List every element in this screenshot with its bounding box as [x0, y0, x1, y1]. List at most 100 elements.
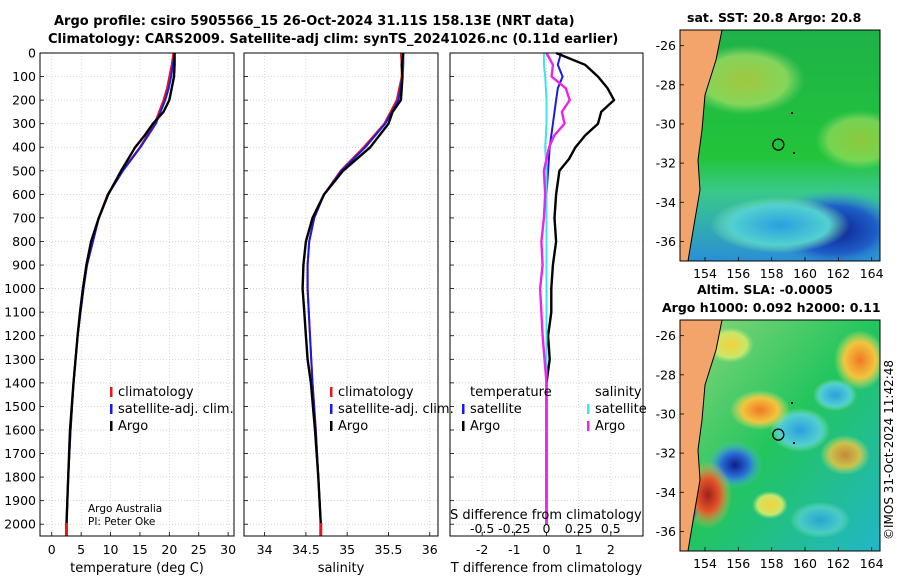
sst-land — [680, 30, 722, 261]
sla-map-subtitle: Argo h1000: 0.092 h2000: 0.11 — [662, 300, 881, 315]
map-y-tick-label: -26 — [656, 38, 676, 53]
salinity-panel: 34 34.5 35 35.5 36 salinity — [243, 52, 439, 576]
x-tick-label: 34.5 — [292, 542, 320, 557]
sla-low-eddy — [813, 379, 857, 411]
sst-float-dot — [791, 112, 793, 114]
x-tick-label: -2 — [476, 542, 488, 557]
legend-label: Argo — [118, 419, 148, 434]
x-tick-label: 20 — [161, 542, 177, 557]
map-x-tick-label: 164 — [860, 556, 884, 571]
credit-line-1: Argo Australia — [88, 503, 162, 515]
y-tick-label: 0 — [28, 46, 36, 61]
x-tick-label: 10 — [103, 542, 119, 557]
map-y-tick-label: -34 — [656, 195, 676, 210]
sla-map-ticks: 154 156 158 160 162 164 -26 -28 -30 -32 -34 -36 — [656, 328, 884, 571]
legend-label: Argo — [338, 419, 368, 434]
legend-label: satellite-adj. clim. — [338, 402, 454, 417]
map-y-tick-label: -36 — [656, 234, 676, 249]
map-x-tick-label: 160 — [793, 266, 817, 281]
map-x-tick-label: 154 — [693, 556, 717, 571]
x-tick-label: 25 — [191, 542, 207, 557]
map-y-tick-label: -30 — [656, 116, 676, 131]
temperature-legend: climatology satellite-adj. clim. Argo — [110, 385, 234, 434]
s-difference-label: S difference from climatology — [450, 508, 642, 523]
sst-map: 154 156 158 160 162 164 -26 -28 -30 -32 -34 -36 — [656, 29, 884, 281]
sla-high-eddy — [730, 390, 790, 430]
sla-high-eddy — [820, 435, 870, 475]
x-tick-label: 5 — [77, 542, 85, 557]
y-tick-label: 1100 — [4, 305, 36, 320]
map-x-tick-label: 156 — [726, 266, 750, 281]
map-x-tick-label: 158 — [760, 556, 784, 571]
sst-argo-marker — [772, 138, 785, 151]
map-x-tick-label: 162 — [826, 266, 850, 281]
plot-area — [244, 53, 438, 536]
legend-label: Argo — [595, 419, 625, 434]
x-axis-label: T difference from climatology — [450, 561, 643, 576]
plot-area — [40, 53, 234, 536]
y-tick-label: 800 — [12, 234, 36, 249]
sst-coastline — [687, 30, 723, 261]
y-tick-label: 1300 — [4, 352, 36, 367]
map-x-tick-label: 160 — [793, 556, 817, 571]
legend-header-temperature: temperature — [470, 385, 552, 400]
map-y-tick-label: -28 — [656, 77, 676, 92]
series-line-argo — [301, 52, 405, 525]
x-tick-label: 2 — [607, 542, 615, 557]
legend-swatch-satellite — [330, 404, 333, 414]
map-x-tick-label: 162 — [826, 556, 850, 571]
x-tick-label: 34 — [257, 542, 273, 557]
title-line-2: Climatology: CARS2009. Satellite-adj cli… — [48, 32, 619, 47]
x-tick-label: 0 — [543, 542, 551, 557]
sla-float-dot — [791, 402, 793, 404]
x-tick-label: -1 — [508, 542, 520, 557]
map-x-tick-label: 164 — [860, 266, 884, 281]
y-tick-label: 2000 — [4, 517, 36, 532]
legend-swatch-climatology — [110, 387, 113, 397]
s-tick-label: -0.5 — [470, 521, 494, 536]
sla-argo-marker — [772, 428, 785, 441]
legend-swatch-argo — [110, 421, 113, 431]
y-tick-label: 1600 — [4, 422, 36, 437]
map-y-tick-label: -28 — [656, 367, 676, 382]
title-line-1: Argo profile: csiro 5905566_15 26-Oct-20… — [54, 14, 575, 29]
y-tick-label: 1000 — [4, 281, 36, 296]
x-axis-label: temperature (deg C) — [70, 561, 204, 576]
x-axis-label: salinity — [318, 561, 365, 576]
legend-swatch-climatology — [330, 387, 333, 397]
salinity-legend: climatology satellite-adj. clim. Argo — [330, 385, 454, 434]
y-tick-label: 1700 — [4, 446, 36, 461]
sla-high-eddy — [834, 330, 880, 390]
x-tick-label: 35 — [339, 542, 355, 557]
y-tick-label: 100 — [12, 69, 36, 84]
legend-swatch-t-argo — [462, 421, 465, 431]
sla-land — [680, 320, 722, 551]
legend-label: satellite-adj. clim. — [118, 402, 234, 417]
y-tick-label: 900 — [12, 258, 36, 273]
x-tick-label: 35.5 — [375, 542, 403, 557]
sst-float-dot — [793, 152, 795, 154]
legend-label: Argo — [470, 419, 500, 434]
legend-swatch-s-argo — [587, 421, 590, 431]
sla-float-dot — [793, 442, 795, 444]
x-tick-label: 15 — [132, 542, 148, 557]
x-tick-label: 1 — [575, 542, 583, 557]
map-y-tick-label: -26 — [656, 328, 676, 343]
legend-label: satellite — [470, 402, 522, 417]
y-tick-label: 600 — [12, 187, 36, 202]
sla-map-frame — [679, 319, 881, 552]
sla-map: 154 156 158 160 162 164 -26 -28 -30 -32 -34 -36 — [656, 319, 884, 571]
legend-swatch-argo — [330, 421, 333, 431]
map-x-tick-label: 158 — [760, 266, 784, 281]
s-difference-tick-labels: -0.5 -0.25 0 0.25 0.5 — [470, 521, 621, 536]
sla-coastline — [687, 320, 723, 551]
y-tick-label: 400 — [12, 140, 36, 155]
legend-swatch-t-satellite — [462, 404, 465, 414]
plot-frame — [243, 52, 439, 537]
legend-swatch-satellite — [110, 404, 113, 414]
map-y-tick-label: -32 — [656, 446, 676, 461]
x-tick-label: 30 — [220, 542, 236, 557]
s-tick-label: 0.5 — [601, 521, 621, 536]
y-tick-label: 1900 — [4, 493, 36, 508]
y-tick-label: 300 — [12, 116, 36, 131]
